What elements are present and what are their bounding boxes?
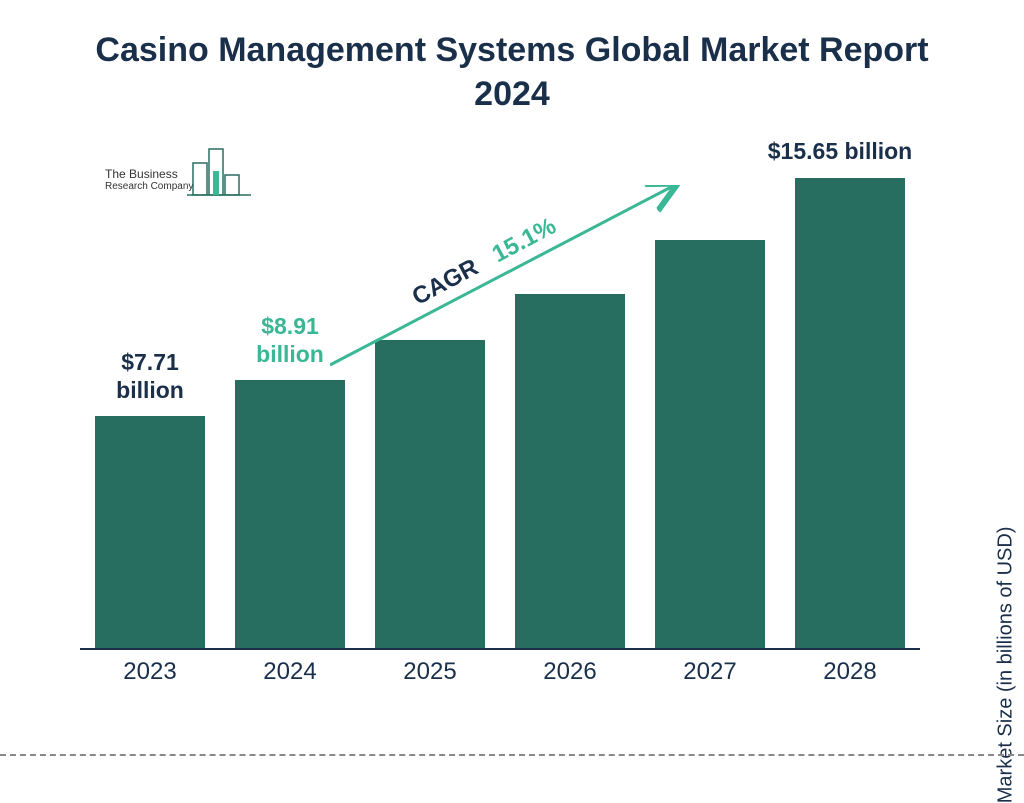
footer-divider [0,754,1024,756]
bar-group: 2023$7.71billion [85,416,215,648]
x-tick-label: 2024 [263,658,316,686]
bar-group: 2025 [365,340,495,648]
bar [515,294,625,648]
bar [375,340,485,648]
x-tick-label: 2028 [823,658,876,686]
bar-group: 2026 [505,294,635,648]
bar [235,380,345,648]
bar-value-label: $15.65 billion [750,138,930,166]
x-tick-label: 2027 [683,658,736,686]
bar-value-label: $8.91billion [225,313,355,368]
bar-group: 2024$8.91billion [225,380,355,648]
x-tick-label: 2026 [543,658,596,686]
x-tick-label: 2025 [403,658,456,686]
bar-container: 2023$7.71billion2024$8.91billion20252026… [80,150,920,650]
bar [795,178,905,648]
bar [655,240,765,648]
bar-group: 2027 [645,240,775,648]
bar [95,416,205,648]
bar-group: 2028$15.65 billion [785,178,915,648]
y-axis-label: Market Size (in billions of USD) [995,527,1018,803]
bar-value-label: $7.71billion [85,349,215,404]
chart-title: Casino Management Systems Global Market … [0,0,1024,116]
x-tick-label: 2023 [123,658,176,686]
